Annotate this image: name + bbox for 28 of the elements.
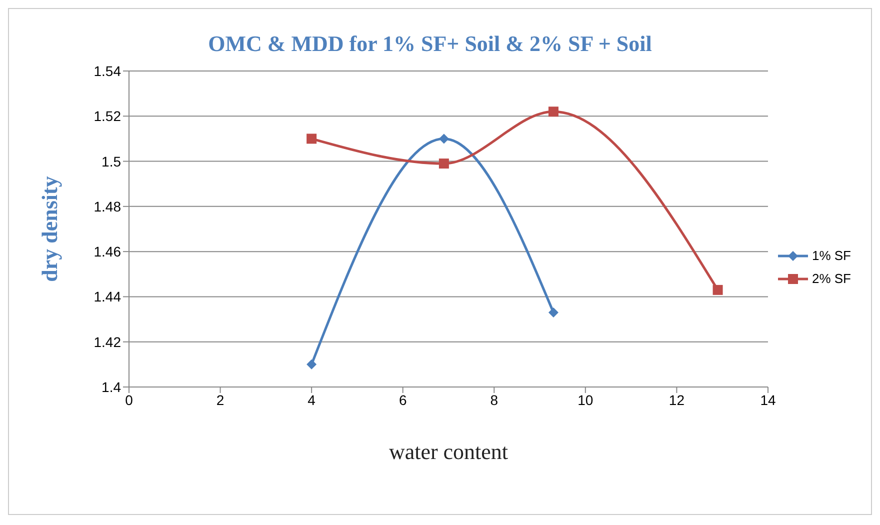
point [712,284,723,295]
y-axis-title: dry density [36,176,62,282]
y-tick-label: 1.46 [94,244,122,260]
x-tick-label: 8 [490,392,498,408]
y-tick-label: 1.54 [94,62,122,79]
y-tick-label: 1.44 [94,288,122,305]
x-axis-title: water content [388,439,508,464]
y-tick-label: 1.5 [102,153,122,170]
point [548,106,558,117]
y-tick-label: 1.52 [94,108,122,124]
x-tick-label: 6 [398,392,407,408]
point [438,158,449,169]
x-tick-label: 2 [216,392,224,408]
chart-title: OMC & MDD for 1% SF+ Soil & 2% SF + Soil [207,31,653,57]
y-tick-label: 1.42 [94,334,122,350]
point [438,134,449,144]
point [306,134,317,144]
x-tick-label: 14 [760,392,776,408]
point [306,359,317,370]
legend-label: 2% SF [812,271,851,286]
legend-label: 1% SF [812,248,851,263]
y-tick-label: 1.4 [102,378,122,395]
y-tick-label: 1.48 [94,198,122,214]
x-tick-label: 0 [125,392,134,408]
x-tick-label: 10 [578,392,594,408]
x-tick-label: 12 [668,392,685,408]
point [548,308,558,318]
x-tick-label: 4 [308,392,316,408]
